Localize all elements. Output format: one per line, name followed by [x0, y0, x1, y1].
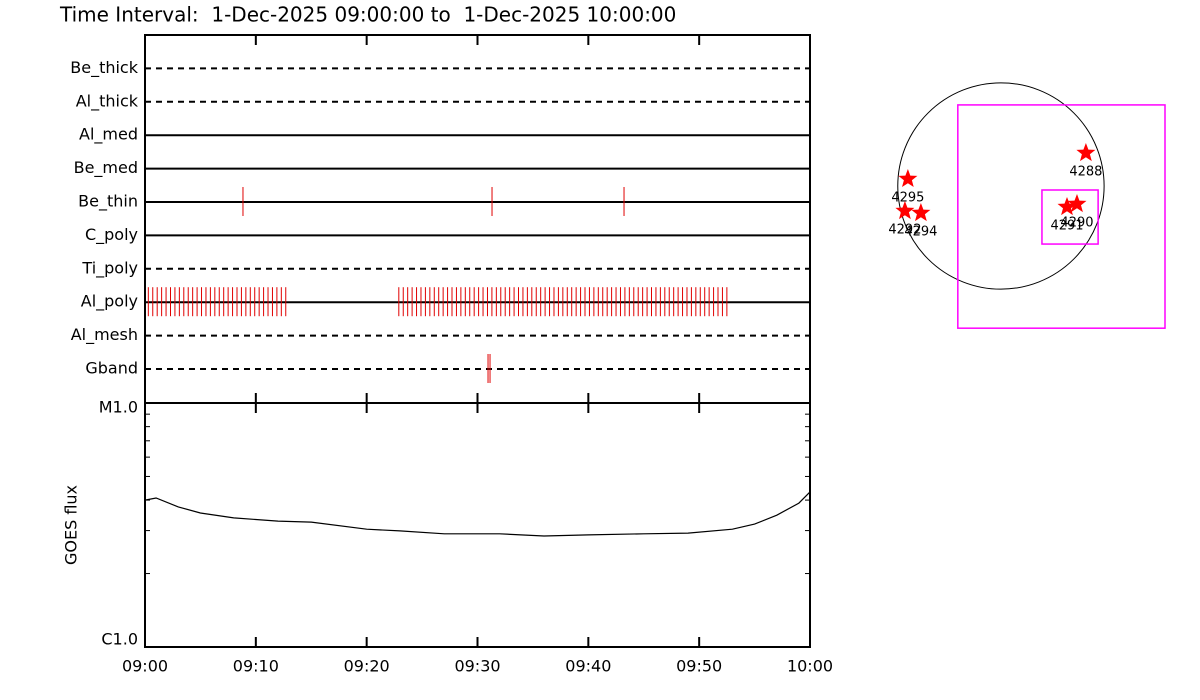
active-region	[911, 203, 931, 222]
active-region	[1057, 197, 1077, 216]
x-tick-label: 09:20	[344, 657, 390, 676]
x-tick-label: 10:00	[787, 657, 833, 676]
active-region	[895, 201, 915, 220]
filter-label: C_poly	[85, 225, 138, 245]
filter-label: Be_thin	[78, 192, 138, 212]
region-label: 4290	[1060, 215, 1093, 230]
fov-box	[957, 104, 1166, 329]
x-tick-label: 09:40	[565, 657, 611, 676]
goes-curve	[144, 491, 811, 537]
chart-title: Time Interval: 1-Dec-2025 09:00:00 to 1-…	[59, 3, 676, 27]
x-tick-label: 09:50	[676, 657, 722, 676]
filter-label: Be_med	[74, 158, 138, 178]
region-label: 4294	[904, 225, 937, 240]
active-region	[1076, 143, 1096, 162]
filter-label: Ti_poly	[81, 258, 138, 278]
active-region	[1067, 194, 1087, 213]
x-tick-label: 09:10	[233, 657, 279, 676]
y-tick-label: M1.0	[99, 398, 138, 417]
fov-box	[1041, 189, 1099, 245]
goes-frame	[144, 402, 811, 648]
x-tick-label: 09:00	[122, 657, 168, 676]
filter-label: Be_thick	[70, 58, 138, 78]
filter-label: Al_med	[79, 125, 138, 145]
region-label: 4291	[1050, 219, 1083, 234]
solar-disk	[897, 82, 1105, 290]
filter-label: Gband	[85, 359, 138, 378]
region-label: 4295	[891, 190, 924, 205]
x-tick-label: 09:30	[454, 657, 500, 676]
y-axis-label: GOES flux	[62, 485, 81, 565]
timeline-frame	[144, 34, 811, 404]
filter-label: Al_thick	[76, 91, 139, 111]
active-region	[898, 169, 918, 187]
y-tick-label: C1.0	[101, 630, 138, 649]
region-label: 4292	[888, 223, 921, 238]
filter-label: Al_poly	[81, 292, 138, 312]
filter-label: Al_mesh	[71, 325, 138, 345]
region-label: 4288	[1069, 164, 1102, 179]
